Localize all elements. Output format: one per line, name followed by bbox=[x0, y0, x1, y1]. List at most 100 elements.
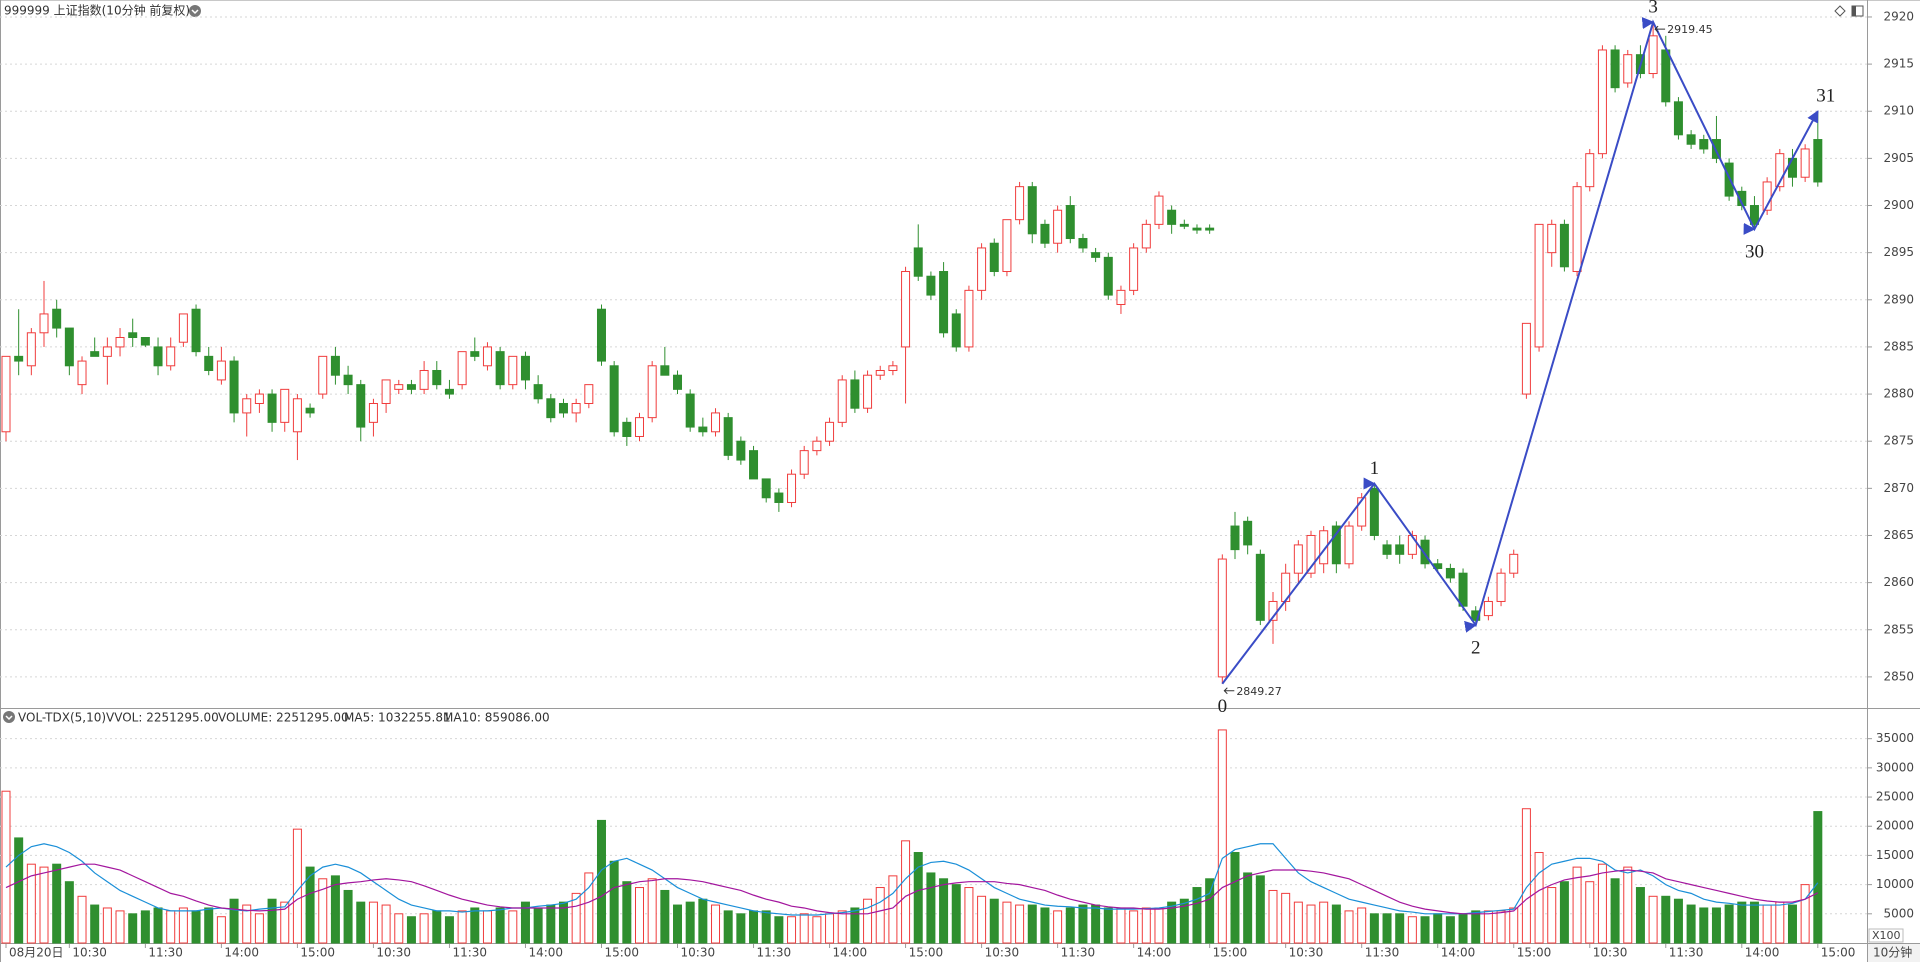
volume-bar bbox=[305, 866, 315, 944]
candle-body bbox=[1496, 572, 1506, 602]
y-tick-label: 2890 bbox=[1883, 292, 1914, 306]
candle-body bbox=[406, 384, 416, 390]
candle-body bbox=[1369, 487, 1379, 536]
candle-body bbox=[1800, 148, 1810, 178]
volume-bar bbox=[825, 913, 835, 944]
volume-bar bbox=[128, 913, 138, 944]
volume-bar bbox=[280, 901, 290, 944]
candle-body bbox=[850, 379, 860, 409]
volume-bar bbox=[1673, 898, 1683, 944]
volume-bar bbox=[330, 875, 340, 944]
candle-body bbox=[318, 355, 328, 395]
volume-bar bbox=[1306, 904, 1316, 944]
volume-bar bbox=[1648, 895, 1658, 944]
volume-bar bbox=[1129, 910, 1139, 944]
x-tick-label: 15:00 bbox=[1213, 946, 1248, 960]
y-tick-label: 2880 bbox=[1883, 387, 1914, 401]
candle-body bbox=[508, 355, 518, 386]
volume-bar bbox=[596, 819, 606, 944]
candle-body bbox=[1648, 35, 1658, 75]
volume-bar bbox=[1141, 907, 1151, 944]
volume-bar bbox=[1344, 910, 1354, 944]
candle-body bbox=[533, 384, 543, 400]
volume-bar bbox=[698, 898, 708, 944]
value-label: 2919.45 bbox=[1667, 23, 1713, 36]
icon-diamond[interactable] bbox=[1834, 5, 1846, 17]
y-tick-label: 35000 bbox=[1876, 731, 1914, 745]
y-tick-label: 2915 bbox=[1883, 57, 1914, 71]
volume-bar bbox=[1496, 910, 1506, 944]
candle-body bbox=[1293, 544, 1303, 574]
candle-body bbox=[736, 440, 746, 461]
volume-bar bbox=[1787, 904, 1797, 944]
menu-icon[interactable] bbox=[3, 711, 15, 723]
candle-body bbox=[977, 247, 987, 291]
volume-bar bbox=[673, 904, 683, 944]
candle-body bbox=[1, 355, 11, 433]
volume-bar bbox=[1027, 904, 1037, 944]
volume-bar bbox=[1205, 878, 1215, 944]
candle-body bbox=[584, 384, 594, 404]
candle-body bbox=[1065, 205, 1075, 240]
volume-bar bbox=[1699, 907, 1709, 944]
volume-bar bbox=[1724, 904, 1734, 944]
volume-bar bbox=[457, 910, 467, 944]
wave-line bbox=[1221, 17, 1819, 685]
y-tick-label: 2905 bbox=[1883, 151, 1914, 165]
candle-body bbox=[685, 393, 695, 428]
candle-body bbox=[1699, 139, 1709, 150]
volume-bar bbox=[1813, 811, 1823, 944]
volume-bar bbox=[1559, 881, 1569, 944]
candle-body bbox=[1521, 322, 1531, 395]
volume-bar bbox=[1230, 852, 1240, 944]
y-tick-label: 30000 bbox=[1876, 760, 1914, 774]
unit-label: X100 bbox=[1872, 929, 1901, 942]
candle-body bbox=[1040, 223, 1050, 244]
candle-body bbox=[1179, 223, 1189, 227]
candle-body bbox=[558, 402, 568, 414]
x-tick-label: 10:30 bbox=[1289, 946, 1324, 960]
candle-body bbox=[444, 388, 454, 395]
x-tick-label: 10:30 bbox=[681, 946, 716, 960]
volume-bar bbox=[977, 895, 987, 944]
menu-icon[interactable] bbox=[189, 5, 201, 17]
volume-bar bbox=[229, 898, 239, 944]
x-tick-label: 11:30 bbox=[1365, 946, 1400, 960]
candle-body bbox=[1205, 227, 1215, 231]
volume-bar bbox=[1585, 881, 1595, 944]
y-tick-label: 2885 bbox=[1883, 339, 1914, 353]
candle-body bbox=[901, 271, 911, 348]
candle-body bbox=[1357, 497, 1367, 527]
volume-bar bbox=[761, 910, 771, 944]
candle-body bbox=[64, 327, 74, 367]
volume-bar bbox=[444, 916, 454, 944]
labels-layer: 08月20日 10:30 11:30 14:00 15:00 10:30 11:30 14:0… bbox=[9, 0, 1914, 960]
volume-bar bbox=[1382, 913, 1392, 944]
volume-bar bbox=[166, 910, 176, 944]
volume-bar bbox=[1243, 872, 1253, 944]
volume-bar bbox=[1509, 907, 1519, 944]
volume-bar bbox=[1635, 887, 1645, 944]
volume-bar bbox=[1711, 907, 1721, 944]
volume-bar bbox=[1281, 892, 1291, 944]
candle-body bbox=[596, 308, 606, 362]
x-tick-label: 11:30 bbox=[1061, 946, 1096, 960]
candle-body bbox=[1547, 223, 1557, 254]
volume-bar bbox=[1040, 907, 1050, 944]
candle-body bbox=[913, 247, 923, 277]
volume-bar bbox=[1395, 913, 1405, 944]
candle-body bbox=[178, 313, 188, 343]
unit-box bbox=[1868, 928, 1904, 943]
candle-body bbox=[90, 351, 100, 357]
volume-bar bbox=[837, 910, 847, 944]
wave-label: 1 bbox=[1370, 458, 1380, 479]
volume-bar bbox=[863, 898, 873, 944]
ma5-legend: MA5: 1032255.81 bbox=[344, 711, 451, 725]
volume-bar bbox=[1015, 904, 1025, 944]
candle-body bbox=[647, 365, 657, 419]
candle-body bbox=[520, 355, 530, 381]
volume-bar bbox=[1103, 907, 1113, 944]
y-tick-label: 10000 bbox=[1876, 877, 1914, 891]
